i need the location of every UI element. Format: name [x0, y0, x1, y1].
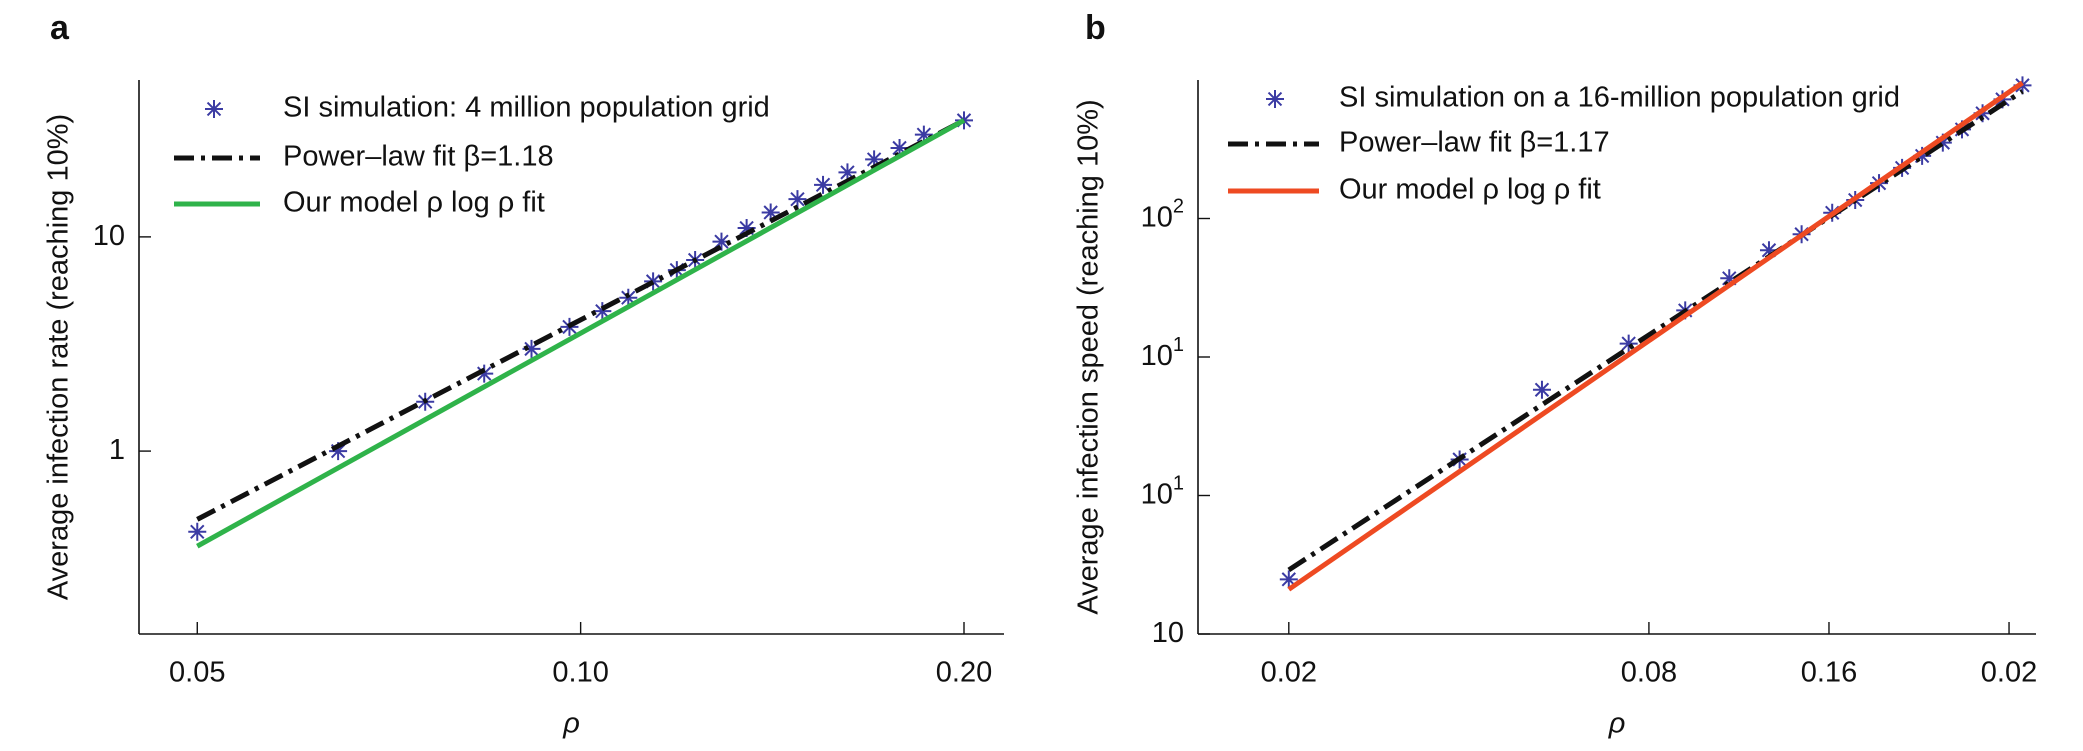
legend-marker — [205, 100, 223, 118]
x-tick-label: 0.16 — [1801, 657, 1857, 689]
data-point — [737, 219, 756, 238]
data-point — [329, 442, 348, 461]
data-point — [188, 522, 207, 541]
data-point — [1720, 269, 1739, 288]
data-point — [761, 203, 780, 222]
legend-label: SI simulation on a 16-million population… — [1339, 82, 1900, 114]
legend-label: SI simulation: 4 million population grid — [283, 92, 770, 124]
data-point — [1619, 334, 1638, 353]
data-point — [814, 175, 833, 194]
fit-line — [196, 118, 966, 522]
legend-marker — [1266, 90, 1284, 108]
data-point — [838, 163, 857, 182]
data-point — [1279, 570, 1298, 589]
legend-label: Power–law fit β=1.18 — [283, 141, 554, 173]
data-point — [890, 138, 909, 157]
y-tick-label: 101 — [1141, 473, 1184, 510]
legend-label: Power–law fit β=1.17 — [1339, 127, 1610, 159]
data-point — [865, 150, 884, 169]
x-axis-label: ρ — [562, 708, 580, 740]
fit-line — [1287, 80, 2024, 592]
y-tick-label: 101 — [1141, 334, 1184, 371]
data-point — [475, 364, 494, 383]
y-tick-base: 10 — [1152, 617, 1184, 649]
panel-label: a — [50, 9, 70, 47]
x-tick-label: 0.02 — [1261, 657, 1317, 689]
y-axis-label: Average infection rate (reaching 10%) — [43, 114, 75, 600]
x-tick-label: 0.10 — [552, 657, 608, 689]
data-point — [788, 190, 807, 209]
x-axis-label: ρ — [1608, 708, 1626, 740]
data-point — [1933, 133, 1952, 152]
y-tick-base: 10 — [93, 220, 125, 252]
data-point — [593, 302, 612, 321]
y-tick-label: 102 — [1141, 196, 1184, 233]
y-tick-exponent: 1 — [1173, 334, 1184, 356]
data-point — [1759, 241, 1778, 260]
y-tick-label: 1 — [109, 434, 125, 466]
legend-label: Our model ρ log ρ fit — [1339, 174, 1601, 206]
y-tick-base: 10 — [1141, 201, 1173, 233]
data-point — [712, 232, 731, 251]
data-point — [1532, 380, 1551, 399]
x-tick-label: 0.02 — [1981, 657, 2037, 689]
y-tick-exponent: 1 — [1173, 473, 1184, 495]
legend-label: Our model ρ log ρ fit — [283, 187, 545, 219]
x-tick-label: 0.20 — [936, 657, 992, 689]
y-tick-base: 10 — [1141, 340, 1173, 372]
y-tick-label: 10 — [93, 220, 125, 252]
y-axis-label: Average infection speed (reaching 10%) — [1073, 99, 1105, 614]
x-tick-label: 0.08 — [1621, 657, 1677, 689]
y-tick-base: 10 — [1141, 478, 1173, 510]
panel-label: b — [1085, 9, 1106, 47]
data-point — [914, 125, 933, 144]
data-point — [522, 339, 541, 358]
fit-line — [1287, 89, 2024, 573]
fit-line — [196, 118, 966, 549]
y-tick-exponent: 2 — [1173, 196, 1184, 218]
x-tick-label: 0.05 — [169, 657, 225, 689]
y-tick-base: 1 — [109, 434, 125, 466]
data-point — [644, 272, 663, 291]
y-tick-label: 10 — [1152, 617, 1184, 649]
data-point — [1913, 146, 1932, 165]
